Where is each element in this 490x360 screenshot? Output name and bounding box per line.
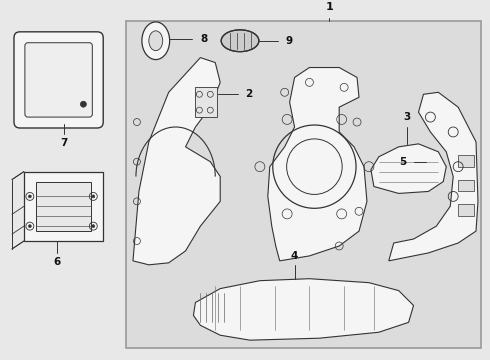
Circle shape — [80, 101, 86, 107]
Text: 2: 2 — [245, 89, 252, 99]
Circle shape — [92, 195, 95, 198]
Bar — [126, 21, 481, 348]
Text: 3: 3 — [403, 112, 410, 122]
FancyBboxPatch shape — [14, 32, 103, 128]
Text: 1: 1 — [325, 2, 333, 12]
Ellipse shape — [221, 30, 259, 51]
Bar — [24, 172, 103, 241]
Ellipse shape — [142, 22, 170, 60]
Circle shape — [92, 225, 95, 228]
Bar — [196, 87, 217, 117]
Circle shape — [28, 225, 31, 228]
Text: 6: 6 — [53, 257, 60, 267]
Text: 9: 9 — [286, 36, 293, 46]
Text: 5: 5 — [399, 157, 407, 167]
FancyBboxPatch shape — [25, 43, 92, 117]
Text: 7: 7 — [60, 138, 67, 148]
Ellipse shape — [149, 31, 163, 51]
Bar — [458, 180, 474, 192]
Text: 8: 8 — [200, 34, 208, 44]
Bar — [458, 155, 474, 167]
Bar — [458, 204, 474, 216]
Text: 4: 4 — [291, 251, 298, 261]
Polygon shape — [268, 68, 367, 261]
Circle shape — [28, 195, 31, 198]
Polygon shape — [371, 144, 446, 193]
Polygon shape — [389, 92, 478, 261]
Polygon shape — [194, 279, 414, 340]
Polygon shape — [133, 58, 220, 265]
Bar — [36, 181, 91, 231]
